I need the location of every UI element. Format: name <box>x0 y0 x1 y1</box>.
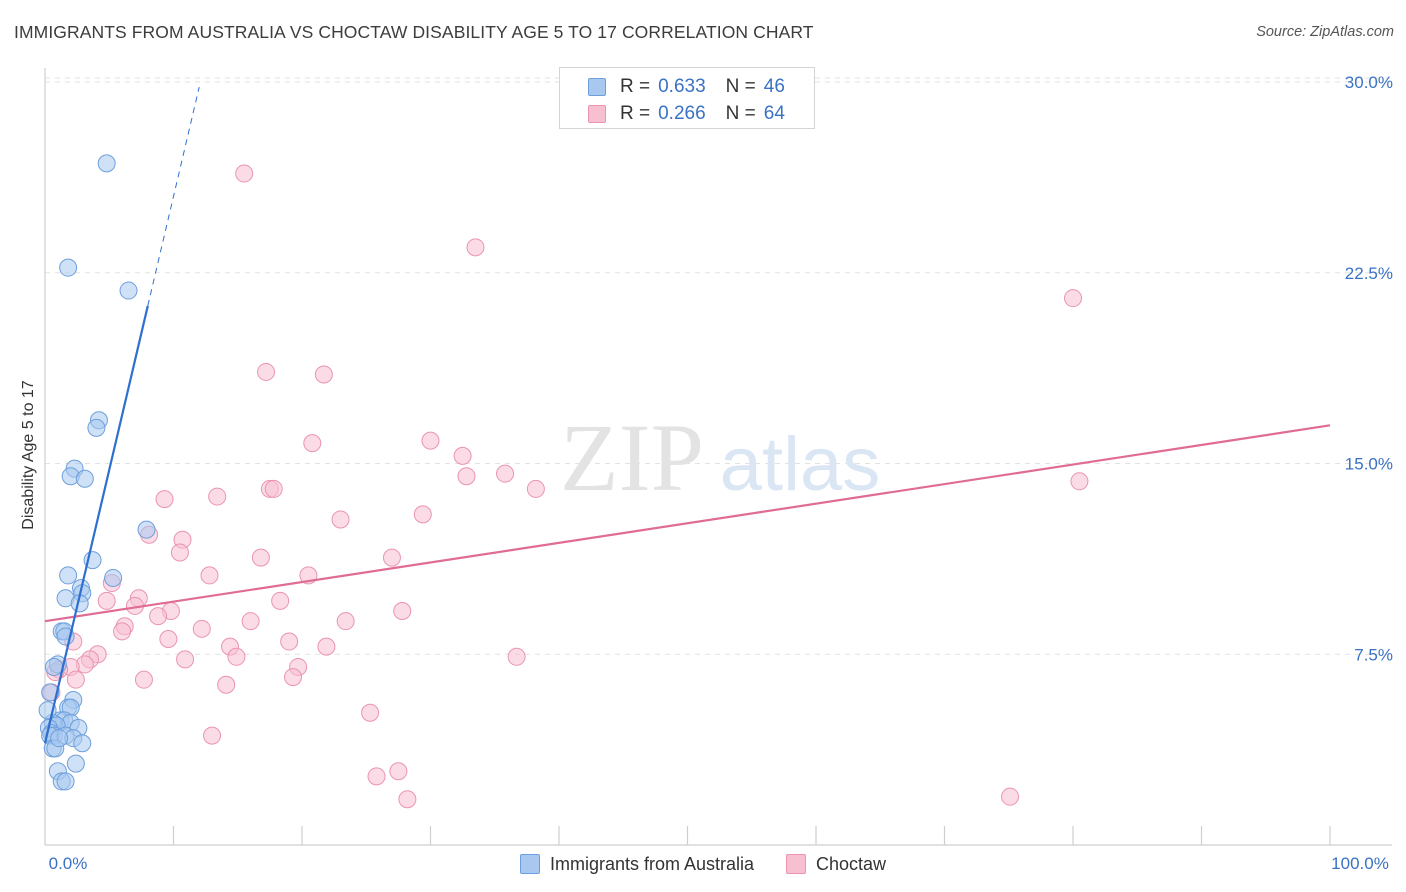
x-tick-label: 100.0% <box>1331 854 1389 873</box>
point-choctaw <box>271 591 290 610</box>
point-australia <box>59 566 78 585</box>
point-australia <box>59 258 78 277</box>
legend-r-label: R = <box>620 76 651 97</box>
legend-r-value-australia: 0.633 <box>658 76 706 97</box>
point-choctaw <box>393 602 412 621</box>
point-australia <box>75 469 94 488</box>
chart-source: Source: ZipAtlas.com <box>1256 24 1394 40</box>
point-australia <box>56 772 75 791</box>
point-choctaw <box>241 612 260 631</box>
legend-swatch-choctaw <box>588 105 606 123</box>
legend-n-label: N = <box>725 103 756 124</box>
point-choctaw <box>466 238 485 257</box>
point-australia <box>50 729 69 748</box>
point-choctaw <box>203 726 222 745</box>
legend-n-value-choctaw: 64 <box>763 103 785 124</box>
point-choctaw <box>303 434 322 453</box>
point-australia <box>104 568 123 587</box>
point-australia <box>87 418 106 437</box>
watermark-atlas: atlas <box>720 422 881 507</box>
point-choctaw <box>134 670 153 689</box>
point-choctaw <box>149 607 168 626</box>
point-choctaw <box>421 431 440 450</box>
point-australia <box>73 734 92 753</box>
legend-item-choctaw[interactable]: Choctaw <box>786 854 886 875</box>
point-choctaw <box>507 647 526 666</box>
point-choctaw <box>66 670 85 689</box>
legend-n-value-australia: 46 <box>763 76 785 97</box>
legend-r-value-choctaw: 0.266 <box>658 103 706 124</box>
point-choctaw <box>336 612 355 631</box>
point-choctaw <box>1001 787 1020 806</box>
x-tick-label: 0.0% <box>49 854 88 873</box>
legend-item-australia[interactable]: Immigrants from Australia <box>519 853 755 875</box>
point-choctaw <box>217 675 236 694</box>
point-choctaw <box>113 622 132 641</box>
legend-row-choctaw: R = 0.266 N = 64 <box>588 103 785 125</box>
point-choctaw <box>227 647 246 666</box>
y-tick-label: 30.0% <box>1345 73 1393 92</box>
trendline-choctaw <box>44 424 1331 623</box>
series-legend: Immigrants from Australia Choctaw <box>0 851 1406 877</box>
point-choctaw <box>200 566 219 585</box>
trendline-australia-extension <box>147 86 200 306</box>
point-choctaw <box>314 365 333 384</box>
point-choctaw <box>361 703 380 722</box>
point-choctaw <box>496 464 515 483</box>
point-choctaw <box>97 591 116 610</box>
point-choctaw <box>235 164 254 183</box>
legend-swatch-australia <box>588 78 606 96</box>
point-australia <box>44 657 63 676</box>
point-australia <box>41 683 60 702</box>
point-choctaw <box>1064 289 1082 308</box>
point-choctaw <box>208 487 227 506</box>
point-choctaw <box>317 637 336 656</box>
point-choctaw <box>264 479 283 498</box>
y-tick-label: 15.0% <box>1345 455 1393 474</box>
point-australia <box>66 754 85 773</box>
point-choctaw <box>257 362 276 381</box>
point-choctaw <box>413 505 432 524</box>
legend-label-choctaw: Choctaw <box>816 853 887 874</box>
watermark-zip: ZIP <box>560 404 704 511</box>
point-choctaw <box>155 490 174 509</box>
point-choctaw <box>331 510 350 529</box>
point-choctaw <box>367 767 386 786</box>
chart-title: IMMIGRANTS FROM AUSTRALIA VS CHOCTAW DIS… <box>14 22 814 42</box>
point-australia <box>137 520 156 539</box>
point-choctaw <box>280 632 299 651</box>
point-choctaw <box>176 650 195 669</box>
legend-label-australia: Immigrants from Australia <box>549 853 755 874</box>
correlation-legend: R = 0.633 N = 46 R = 0.266 N = 64 <box>559 67 815 129</box>
trendline-australia <box>43 305 149 744</box>
point-choctaw <box>192 619 211 638</box>
point-australia <box>119 281 138 300</box>
point-choctaw <box>382 548 401 567</box>
point-choctaw <box>457 467 476 486</box>
point-choctaw <box>159 629 178 648</box>
legend-r-label: R = <box>620 103 651 124</box>
point-choctaw <box>526 479 545 498</box>
point-choctaw <box>398 790 417 809</box>
point-australia <box>97 154 116 173</box>
legend-swatch-choctaw <box>786 854 807 874</box>
legend-row-australia: R = 0.633 N = 46 <box>588 76 785 98</box>
legend-swatch-australia <box>519 854 540 874</box>
y-tick-label: 22.5% <box>1345 264 1393 283</box>
point-choctaw <box>170 543 189 562</box>
point-choctaw <box>389 762 408 781</box>
y-tick-label: 7.5% <box>1354 645 1393 664</box>
legend-n-label: N = <box>725 76 756 97</box>
point-choctaw <box>251 548 270 567</box>
point-choctaw <box>284 668 303 687</box>
point-choctaw <box>453 446 472 465</box>
point-choctaw <box>1070 472 1089 491</box>
